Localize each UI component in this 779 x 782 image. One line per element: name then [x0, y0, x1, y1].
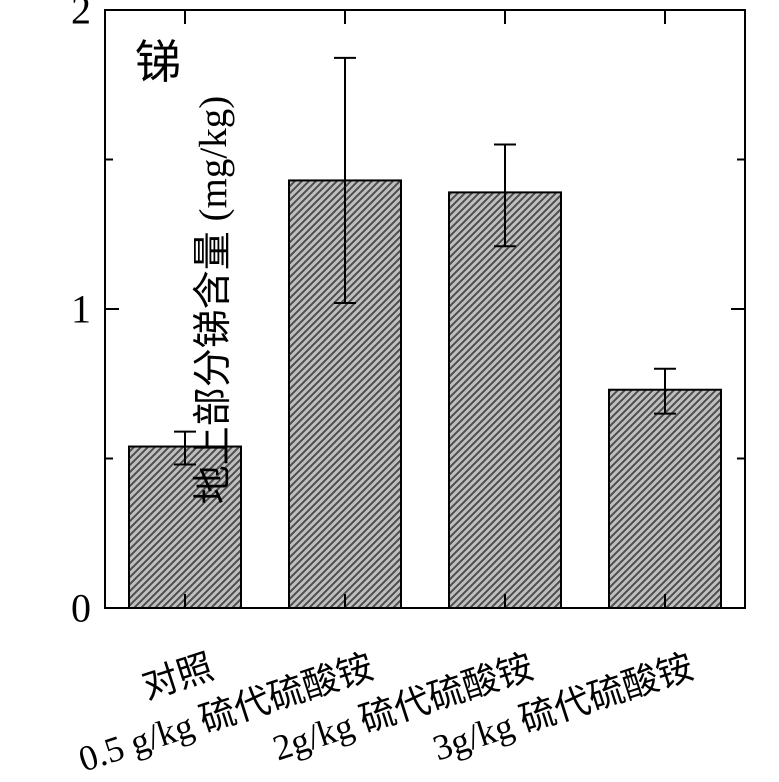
y-tick-label: 1	[31, 286, 91, 333]
chart-container: 地上部分锑含量 (mg/kg) 锑 012 对照0.5 g/kg 硫代硫酸铵2g…	[0, 0, 779, 780]
y-axis-label: 地上部分锑含量 (mg/kg)	[182, 96, 238, 504]
bar	[449, 192, 561, 608]
chart-annotation: 锑	[135, 26, 181, 92]
y-tick-label: 2	[31, 0, 91, 34]
bar	[609, 390, 721, 608]
y-tick-label: 0	[31, 585, 91, 632]
